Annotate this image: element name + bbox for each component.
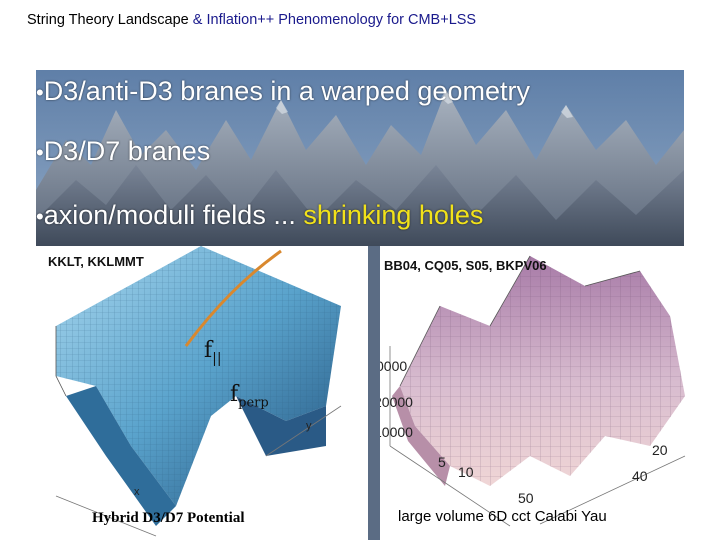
f-perp-symbol: fperp: [230, 382, 269, 411]
right-tick-1: 20000: [380, 394, 413, 410]
mountain-image: [36, 70, 684, 246]
bullet-1-text: D3/anti-D3 branes in a warped geometry: [43, 76, 530, 106]
right-tick-3: 5: [438, 454, 446, 470]
right-surface-panel: BB04, CQ05, S05, BKPV06 0000 20000 10000…: [380, 246, 700, 540]
bullet-1: •D3/anti-D3 branes in a warped geometry: [36, 76, 530, 106]
left-panel-label: KKLT, KKLMMT: [48, 254, 144, 269]
left-surface-plot: [36, 246, 368, 540]
bullet-3-text: axion/moduli fields ...: [43, 200, 304, 230]
left-axis-x-label: x: [134, 486, 140, 498]
right-panel-label: BB04, CQ05, S05, BKPV06: [384, 258, 547, 273]
slide-title: String Theory Landscape & Inflation++ Ph…: [27, 12, 476, 28]
f-parallel-symbol: f||: [204, 338, 222, 367]
bullet-3: •axion/moduli fields ... shrinking holes: [36, 200, 484, 230]
right-surface-plot: [380, 246, 700, 540]
bullet-2-text: D3/D7 branes: [43, 136, 211, 166]
title-part-2: & Inflation++ Phenomenology for CMB+LSS: [192, 12, 477, 28]
right-tick-6: 20: [652, 442, 668, 458]
bullet-2: •D3/D7 branes: [36, 136, 211, 166]
panel-divider: [368, 246, 380, 540]
right-tick-4: 10: [458, 464, 474, 480]
right-panel-caption: large volume 6D cct Calabi Yau: [398, 508, 607, 525]
mountain-banner: •D3/anti-D3 branes in a warped geometry …: [36, 70, 684, 246]
bullet-3-highlight: shrinking holes: [303, 200, 484, 230]
right-tick-2: 10000: [380, 424, 413, 440]
title-part-1: String Theory Landscape: [27, 12, 193, 28]
right-tick-7: 40: [632, 468, 648, 484]
left-surface-panel: KKLT, KKLMMT f|| fperp x y Hybrid D3/D7 …: [36, 246, 368, 540]
left-axis-y-label: y: [306, 420, 312, 432]
left-panel-caption: Hybrid D3/D7 Potential: [92, 510, 245, 526]
right-tick-5: 50: [518, 490, 534, 506]
right-tick-0: 0000: [380, 358, 408, 374]
